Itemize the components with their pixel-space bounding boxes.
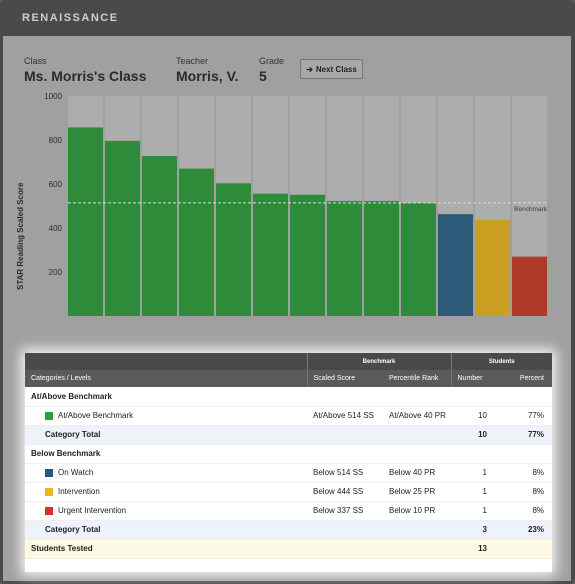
- green-swatch-icon: [45, 411, 53, 420]
- table-row: At/Above Benchmark At/Above 514 SS At/Ab…: [25, 406, 552, 426]
- section-title: At/Above Benchmark: [25, 387, 552, 407]
- col-percent: Percent: [501, 370, 552, 387]
- red-swatch-icon: [45, 506, 53, 515]
- y-tick-label: 200: [49, 268, 63, 277]
- table-row: Urgent Intervention Below 337 SS Below 1…: [25, 501, 552, 521]
- bar[interactable]: [364, 200, 399, 316]
- level-name: Urgent Intervention: [58, 506, 127, 515]
- bar[interactable]: [105, 140, 140, 316]
- bar[interactable]: [68, 127, 103, 317]
- bar[interactable]: [327, 200, 362, 316]
- benchmark-table-container: Benchmark Students Categories / Levels S…: [25, 353, 552, 572]
- students-group-header: Students: [450, 353, 552, 370]
- level-name: At/Above Benchmark: [58, 411, 134, 420]
- scaled-score-cell: Below 514 SS: [307, 463, 383, 483]
- y-tick-label: 800: [49, 136, 63, 145]
- percent-cell: 8%: [501, 482, 552, 502]
- column-header-row: Categories / Levels Scaled Score Percent…: [25, 370, 552, 387]
- total-percent: 23%: [501, 520, 552, 540]
- table-row: On Watch Below 514 SS Below 40 PR 1 8%: [25, 463, 552, 483]
- bar[interactable]: [290, 194, 325, 316]
- y-tick-label: 1000: [44, 92, 62, 101]
- level-name: Intervention: [58, 487, 100, 496]
- category-total-row: Category Total 10 77%: [25, 425, 552, 445]
- bar[interactable]: [179, 168, 214, 316]
- brand-logo: RENAISSANCE: [22, 12, 119, 24]
- number-cell: 1: [451, 501, 501, 521]
- class-label: Class: [24, 56, 47, 66]
- total-percent: 77%: [501, 425, 552, 445]
- number-cell: 1: [451, 463, 501, 483]
- bar[interactable]: [512, 256, 547, 316]
- teacher-label: Teacher: [176, 56, 209, 66]
- score-bar-chart: 200 400 600 800 1000 Benchmark: [44, 92, 548, 317]
- table-row: Intervention Below 444 SS Below 25 PR 1 …: [25, 482, 552, 502]
- bar[interactable]: [142, 156, 177, 316]
- level-name: On Watch: [58, 468, 94, 477]
- percentile-cell: At/Above 40 PR: [383, 406, 451, 426]
- grade-label: Grade: [259, 56, 285, 66]
- class-value: Ms. Morris's Class: [24, 68, 147, 84]
- grade-value: 5: [259, 68, 267, 84]
- section-title: Below Benchmark: [25, 444, 552, 464]
- section-row: At/Above Benchmark: [25, 387, 552, 407]
- scaled-score-cell: At/Above 514 SS: [307, 406, 383, 426]
- blank-header-cell: [25, 353, 307, 370]
- total-number: 3: [451, 520, 501, 540]
- teacher-info: Teacher Morris, V.: [176, 56, 239, 84]
- benchmark-group-header: Benchmark: [306, 353, 451, 370]
- number-cell: 10: [451, 406, 501, 426]
- percent-cell: 77%: [501, 406, 552, 426]
- total-label: Category Total: [25, 520, 307, 540]
- percent-cell: 8%: [501, 463, 552, 483]
- total-label: Category Total: [25, 425, 307, 445]
- bar[interactable]: [475, 219, 510, 316]
- percentile-cell: Below 25 PR: [383, 482, 451, 502]
- group-header-row: Benchmark Students: [25, 353, 552, 370]
- tested-label: Students Tested: [25, 539, 307, 559]
- teacher-value: Morris, V.: [176, 68, 239, 84]
- class-info: Class Ms. Morris's Class: [24, 56, 146, 84]
- top-bar: RENAISSANCE: [0, 0, 575, 36]
- y-tick-label: 400: [49, 224, 63, 233]
- scaled-score-cell: Below 337 SS: [307, 501, 383, 521]
- next-class-label: Next Class: [315, 64, 357, 74]
- tested-number: 13: [451, 539, 501, 559]
- next-class-button[interactable]: ➔ Next Class: [300, 59, 363, 79]
- col-category: Categories / Levels: [25, 370, 307, 387]
- section-row: Below Benchmark: [25, 444, 552, 464]
- blue-swatch-icon: [45, 468, 53, 477]
- percent-cell: 8%: [501, 501, 552, 521]
- col-scaled-score: Scaled Score: [306, 370, 383, 387]
- y-tick-label: 600: [49, 180, 63, 189]
- bar[interactable]: [401, 203, 436, 316]
- benchmark-label: Benchmark: [514, 206, 548, 213]
- bar[interactable]: [438, 214, 473, 316]
- scaled-score-cell: Below 444 SS: [307, 482, 383, 502]
- yellow-swatch-icon: [45, 487, 53, 496]
- arrow-down-icon: ➔: [306, 64, 313, 74]
- percentile-cell: Below 40 PR: [383, 463, 451, 483]
- bar[interactable]: [253, 193, 288, 316]
- bar[interactable]: [216, 183, 251, 316]
- category-total-row: Category Total 3 23%: [25, 520, 552, 540]
- number-cell: 1: [451, 482, 501, 502]
- total-number: 10: [451, 425, 501, 445]
- percentile-cell: Below 10 PR: [383, 501, 451, 521]
- grade-info: Grade 5: [259, 56, 284, 84]
- col-number: Number: [450, 370, 501, 387]
- col-percentile-rank: Percentile Rank: [383, 370, 451, 387]
- students-tested-row: Students Tested 13: [25, 539, 552, 559]
- benchmark-table: Benchmark Students Categories / Levels S…: [25, 353, 552, 559]
